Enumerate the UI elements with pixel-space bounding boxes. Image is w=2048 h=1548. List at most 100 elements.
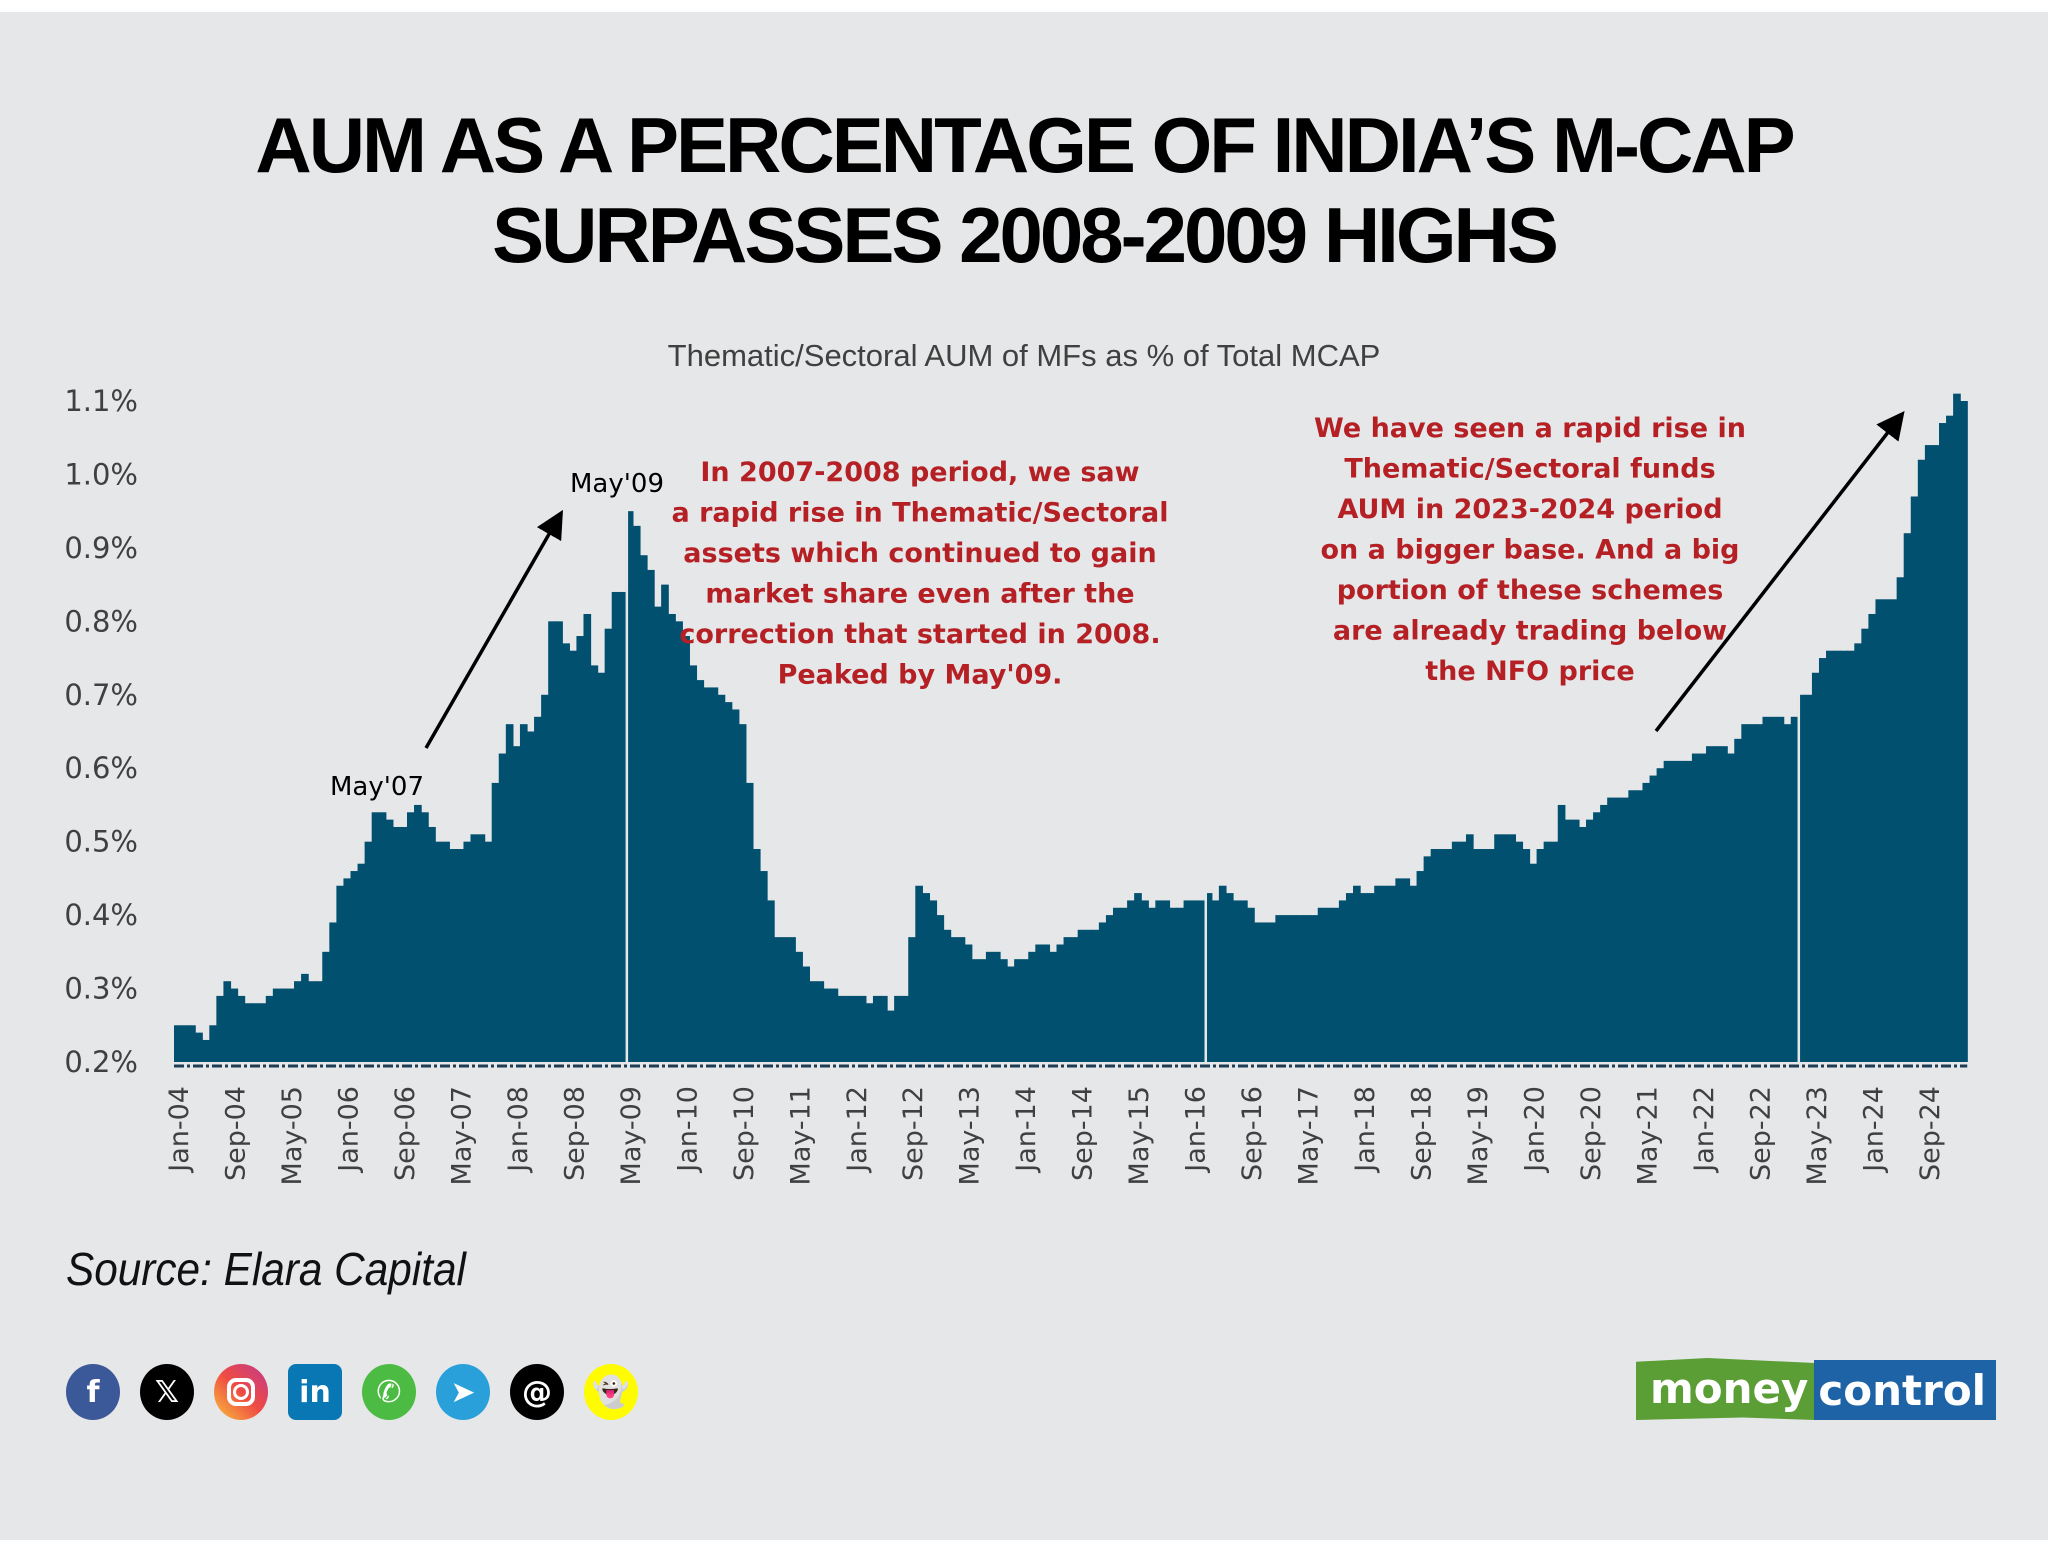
y-tick-label: 0.7% [64, 678, 138, 712]
bar [654, 606, 662, 1062]
bar [604, 628, 613, 1062]
bar [1635, 790, 1644, 1062]
bar [1374, 885, 1382, 1062]
bar [1416, 871, 1425, 1062]
bar [272, 988, 281, 1062]
bar [442, 841, 450, 1062]
bar [527, 731, 535, 1062]
bar [1833, 650, 1841, 1062]
note-line: market share even after the [705, 579, 1134, 610]
social-icons: f 𝕏 in ✆ ➤ @ 👻 [66, 1364, 638, 1420]
bar [1444, 849, 1453, 1062]
bar [562, 643, 570, 1062]
bar [703, 687, 712, 1062]
x-tick-label: May-07 [446, 1086, 477, 1185]
bar [1120, 907, 1128, 1062]
bar [357, 863, 366, 1062]
bar [1790, 716, 1799, 1062]
bar [1261, 922, 1269, 1062]
bar [364, 841, 373, 1062]
bar [1600, 804, 1608, 1062]
bar [1169, 907, 1178, 1062]
bar [1465, 834, 1474, 1062]
bar [1670, 760, 1679, 1062]
telegram-icon[interactable]: ➤ [436, 1364, 490, 1420]
bar [371, 812, 380, 1062]
bar [710, 687, 719, 1062]
bar [872, 995, 881, 1062]
note-line: In 2007-2008 period, we saw [700, 457, 1139, 488]
arrow-2023-2024 [1654, 410, 1905, 733]
bar [675, 621, 683, 1062]
bar [265, 995, 274, 1062]
chart-title: Thematic/Sectoral AUM of MFs as % of Tot… [667, 338, 1381, 373]
bar [894, 995, 902, 1062]
bar [1211, 900, 1220, 1062]
bar [1614, 797, 1622, 1062]
bar [1889, 599, 1898, 1062]
bar [512, 746, 521, 1062]
threads-icon[interactable]: @ [510, 1364, 564, 1420]
x-icon[interactable]: 𝕏 [140, 1364, 194, 1420]
bar [1543, 841, 1552, 1062]
bar [428, 826, 436, 1062]
bar [174, 1025, 182, 1062]
note-line: portion of these schemes [1337, 575, 1724, 606]
bar [1268, 922, 1276, 1062]
bar [802, 966, 810, 1062]
x-tick-label: May-05 [277, 1086, 308, 1185]
bar [1748, 724, 1757, 1062]
bar [1105, 915, 1114, 1062]
bar [1720, 746, 1728, 1062]
note-line: Peaked by May'09. [778, 660, 1063, 691]
bar [1049, 951, 1058, 1062]
y-tick-label: 0.8% [64, 604, 138, 638]
bar [661, 584, 669, 1062]
bar [477, 834, 486, 1062]
bar [399, 826, 408, 1062]
bar [1240, 900, 1248, 1062]
y-tick-label: 1.1% [64, 384, 138, 418]
bar [230, 988, 239, 1062]
x-tick-label: Jan-06 [333, 1086, 364, 1174]
x-tick-label: Sep-06 [390, 1086, 421, 1181]
bar [1755, 724, 1764, 1062]
facebook-icon[interactable]: f [66, 1364, 120, 1420]
bar [1621, 797, 1629, 1062]
bars [174, 393, 1968, 1063]
bar [1522, 849, 1531, 1062]
bar [244, 1003, 253, 1062]
bar [1317, 907, 1326, 1062]
x-tick-label: May-15 [1124, 1086, 1155, 1185]
bar [1875, 599, 1884, 1062]
bar [625, 511, 634, 1062]
bar [1578, 826, 1587, 1062]
bar [1070, 937, 1079, 1062]
x-tick-label: May-17 [1294, 1086, 1325, 1185]
snapchat-icon[interactable]: 👻 [584, 1364, 638, 1420]
bar [576, 636, 585, 1062]
bar [286, 988, 295, 1062]
bar [209, 1025, 217, 1062]
y-tick-label: 0.5% [64, 825, 138, 859]
whatsapp-icon[interactable]: ✆ [362, 1364, 416, 1420]
bar [1395, 878, 1404, 1062]
bar [844, 995, 853, 1062]
bar [752, 849, 761, 1062]
logo-control: control [1814, 1360, 1997, 1420]
bar [1451, 841, 1460, 1062]
bar [696, 680, 705, 1062]
bar [1649, 775, 1658, 1062]
linkedin-icon[interactable]: in [288, 1364, 342, 1420]
instagram-icon[interactable] [214, 1364, 268, 1420]
x-tick-label: Sep-16 [1237, 1086, 1268, 1181]
bar [1225, 893, 1234, 1062]
bar [795, 951, 803, 1062]
bar [1698, 753, 1707, 1062]
bar [569, 650, 578, 1062]
bar [1487, 849, 1495, 1062]
bar [1148, 907, 1156, 1062]
bar [978, 959, 987, 1062]
bar [385, 819, 394, 1062]
note-line: are already trading below [1333, 616, 1727, 647]
